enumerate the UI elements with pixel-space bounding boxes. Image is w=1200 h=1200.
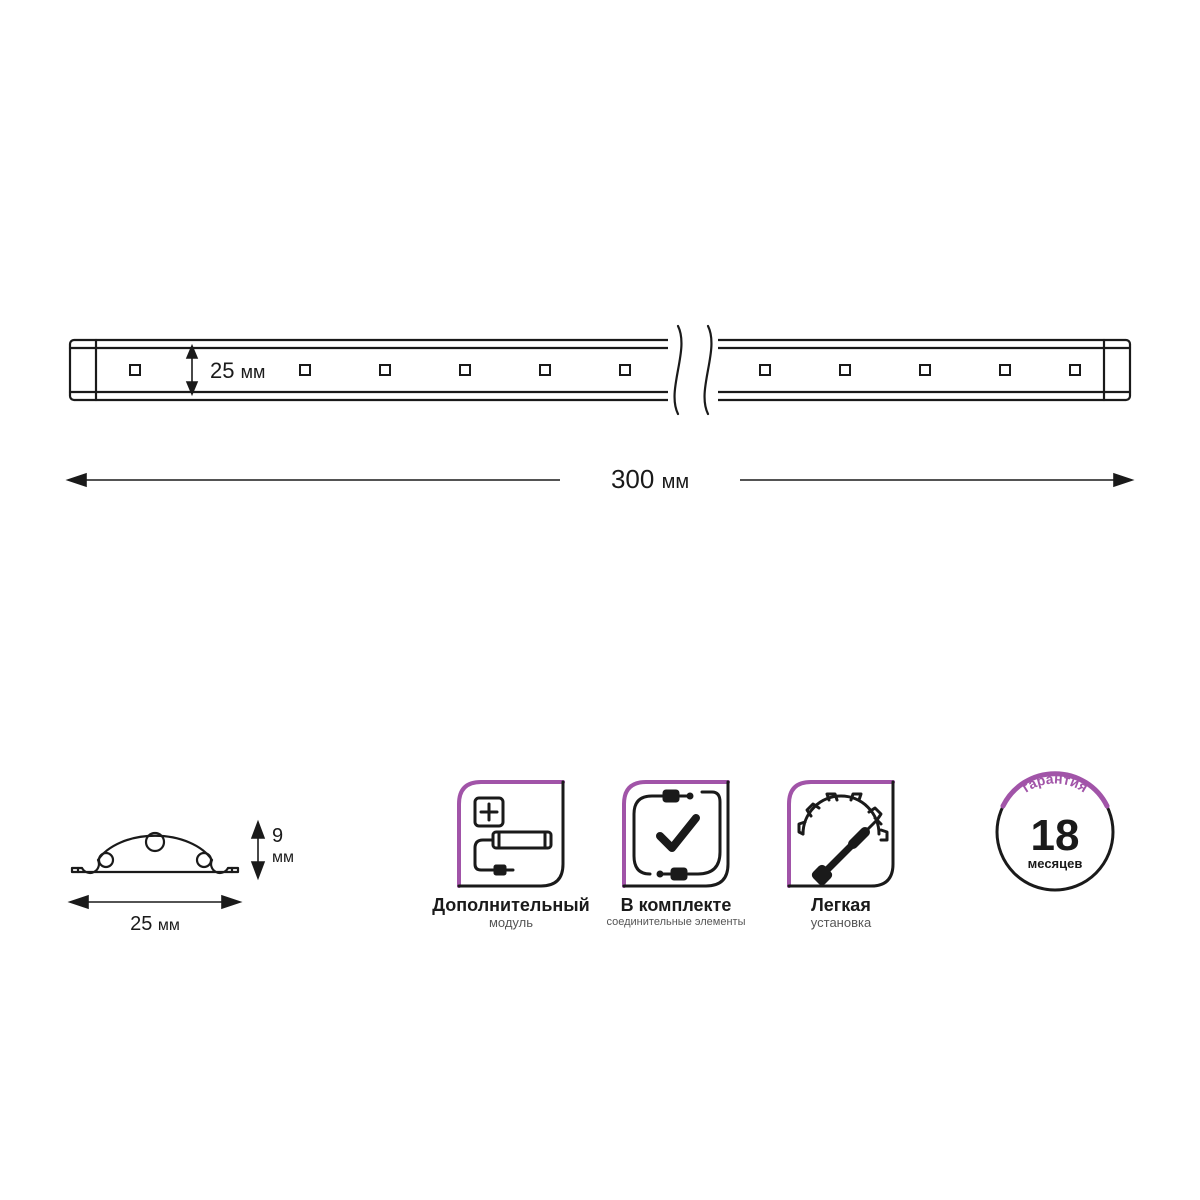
- led-group-left: [130, 365, 630, 375]
- svg-text:гарантия: гарантия: [1019, 770, 1091, 795]
- feature-easy-install-label: Легкая установка: [760, 896, 922, 930]
- led-strip-front-view: 25 мм 300 мм: [0, 0, 1200, 520]
- profile-height-label: 9: [272, 825, 283, 847]
- led-group-right: [760, 365, 1080, 375]
- profile-end-view: 25 мм 9 мм: [0, 760, 320, 960]
- feature-additional-module-icon: [455, 778, 567, 890]
- feature-connectors-included-icon: [620, 778, 732, 890]
- profile-width-arrow: [70, 896, 240, 908]
- svg-text:месяцев: месяцев: [1028, 856, 1083, 871]
- length-dimension-arrow: [68, 474, 1132, 486]
- feature-easy-install-icon: [785, 778, 897, 890]
- feature-connectors-included-label: В комплекте соединительные элементы: [580, 896, 772, 928]
- height-dimension-label: 25 мм: [210, 358, 265, 383]
- svg-text:18: 18: [1031, 811, 1080, 860]
- profile-height-arrow: [252, 822, 264, 878]
- technical-diagram: 25 мм 300 мм 25 мм 9 мм: [0, 0, 1200, 1200]
- profile-height-unit: мм: [272, 849, 294, 866]
- length-dimension-label: 300 мм: [611, 464, 689, 494]
- profile-width-label: 25 мм: [130, 913, 180, 935]
- height-dimension-arrow: [187, 346, 197, 394]
- warranty-badge: гарантия 18 месяцев: [975, 752, 1135, 912]
